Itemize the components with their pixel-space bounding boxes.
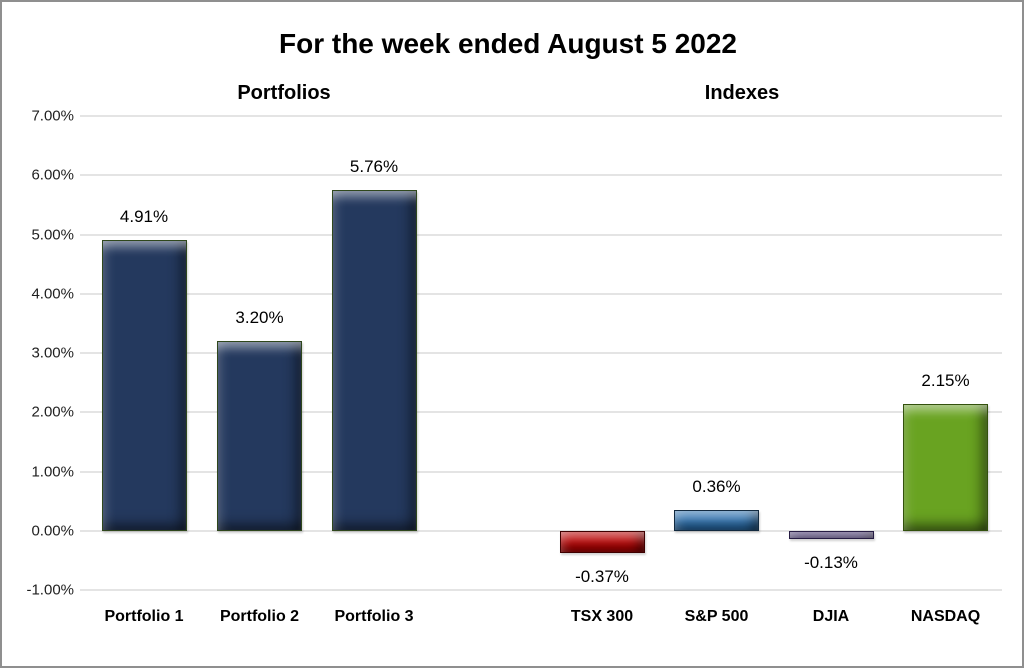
y-axis-tick-label: 1.00% [31,463,74,480]
y-axis-tick-label: 4.00% [31,285,74,303]
gridline [80,115,1002,117]
bar-s-p-500 [674,509,759,531]
category-label-portfolio-2: Portfolio 2 [219,608,300,625]
category-label-nasdaq: NASDAQ [910,608,981,625]
gridline [80,292,1002,295]
gridline [80,470,1002,473]
y-axis-tick-label: 6.00% [31,166,74,184]
bar-nasdaq [903,403,988,531]
bar-portfolio-1 [101,239,187,531]
category-label-portfolio-1: Portfolio 1 [104,608,184,625]
y-axis-tick-label: 5.00% [31,226,74,243]
bar-portfolio-3 [331,189,417,531]
y-axis-tick-label: 3.00% [31,344,74,362]
bar-portfolio-2 [217,340,302,531]
group-label-indexes: Indexes [704,82,780,104]
gridline [80,411,1002,414]
category-label-tsx-300: TSX 300 [570,608,634,625]
gridline [80,529,1002,532]
bar-tsx-300 [559,530,645,553]
gridline [80,174,1002,177]
bar-djia [788,530,874,539]
gridline [80,589,1002,591]
y-axis-tick-label: 2.00% [31,403,74,421]
gridline [80,352,1002,354]
data-label-s-p-500: 0.36% [692,476,741,496]
data-label-portfolio-1: 4.91% [119,206,169,226]
gridline [80,233,1002,236]
data-label-portfolio-3: 5.76% [349,156,399,176]
group-label-portfolios: Portfolios [237,82,331,104]
data-label-djia: -0.13% [804,552,858,572]
category-label-portfolio-3: Portfolio 3 [334,608,414,625]
chart-title: For the week ended August 5 2022 [279,28,737,59]
y-axis-tick-label: 0.00% [31,522,74,540]
data-label-nasdaq: 2.15% [921,370,970,390]
y-axis-tick-label: 7.00% [31,107,74,125]
category-label-s-p-500: S&P 500 [684,608,749,625]
category-label-djia: DJIA [812,608,850,625]
data-label-portfolio-2: 3.20% [235,307,284,327]
y-axis-tick-label: -1.00% [26,581,74,599]
data-label-tsx-300: -0.37% [575,566,629,586]
